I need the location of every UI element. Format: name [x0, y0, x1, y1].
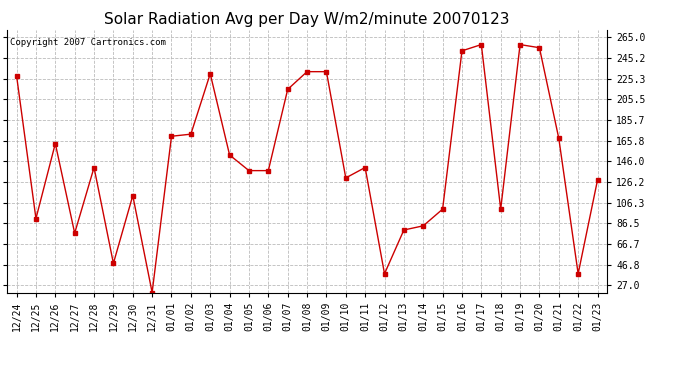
- Text: Copyright 2007 Cartronics.com: Copyright 2007 Cartronics.com: [10, 38, 166, 47]
- Title: Solar Radiation Avg per Day W/m2/minute 20070123: Solar Radiation Avg per Day W/m2/minute …: [104, 12, 510, 27]
